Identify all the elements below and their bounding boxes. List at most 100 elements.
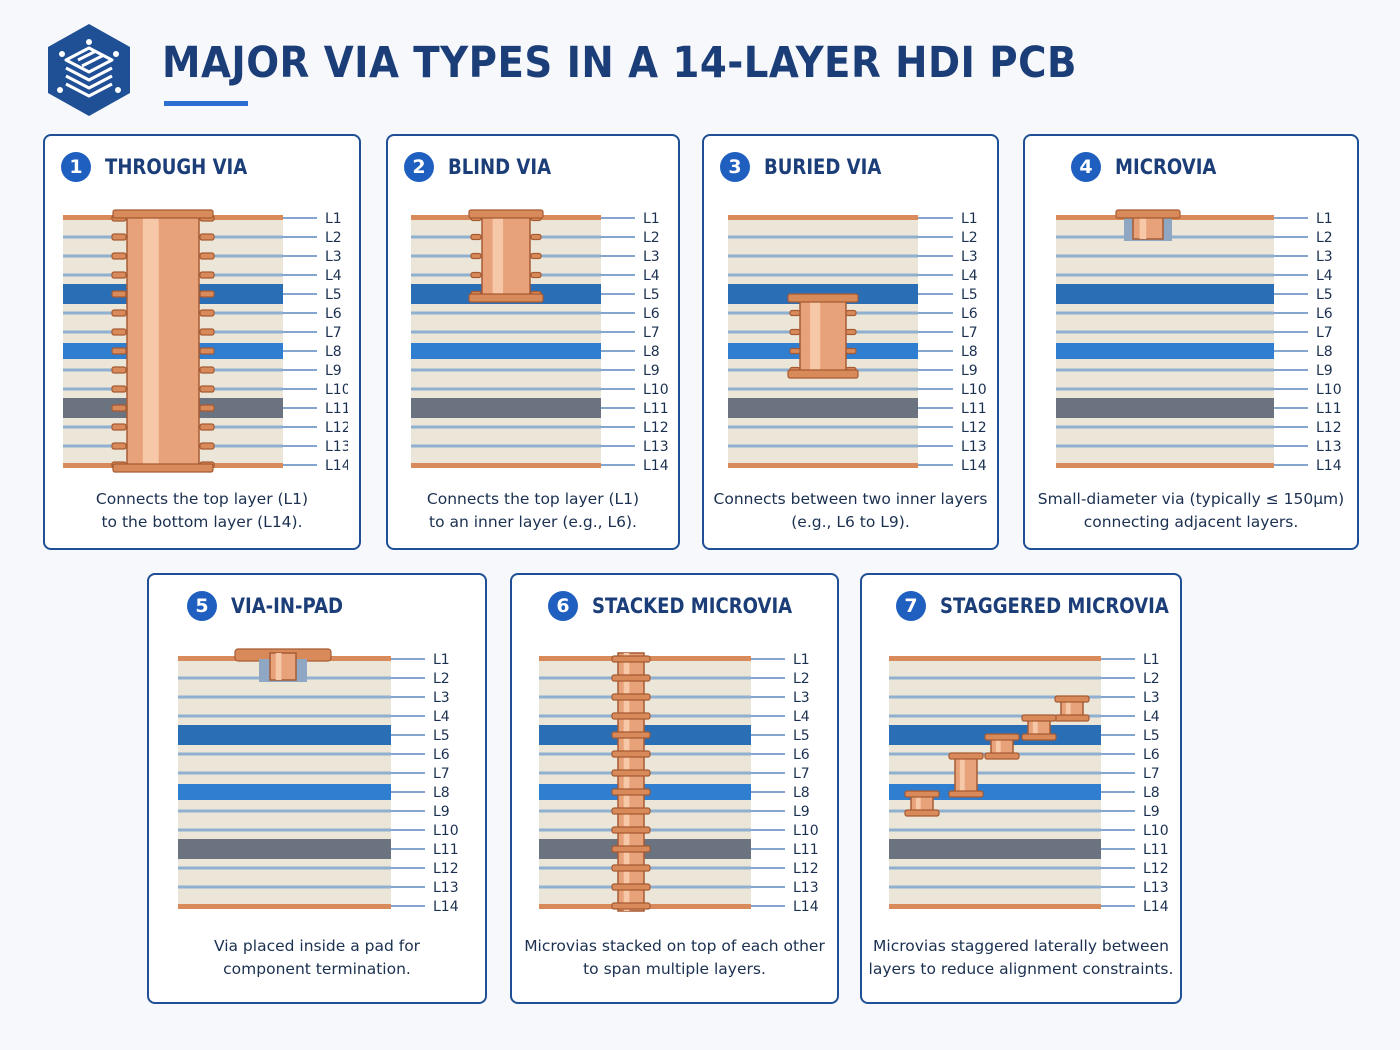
- layer-label: L3: [643, 249, 660, 265]
- layer-label: L12: [1316, 420, 1342, 436]
- layer-label: L1: [1143, 652, 1160, 668]
- layer-label: L3: [433, 690, 450, 706]
- staggered-microvia-pad: [984, 752, 1020, 760]
- description-line: Microvias staggered laterally between: [873, 937, 1169, 955]
- description-line: Small-diameter via (typically ≤ 150µm): [1037, 490, 1345, 508]
- inner-layer-line: [411, 444, 601, 448]
- annular-ring: [111, 290, 127, 298]
- inner-layer-line: [1056, 368, 1274, 372]
- layer-label: L9: [643, 363, 660, 379]
- description-line: Connects the top layer (L1): [426, 490, 640, 508]
- layer-label: L9: [1316, 363, 1333, 379]
- description-line: to span multiple layers.: [583, 960, 766, 978]
- signal-plane-L5: [178, 725, 391, 745]
- inner-layer-line: [1056, 311, 1274, 315]
- dielectric-stack: [178, 659, 391, 907]
- card-title: VIA-IN-PAD: [231, 594, 344, 618]
- card-microvia: 4 MICROVIA L1 L2 L3 L4 L5 L6 L7 L8 L9 L10 L11 L12 L1…: [1023, 134, 1359, 550]
- layer-label: L1: [433, 652, 450, 668]
- layer-label: L8: [1143, 785, 1160, 801]
- layer-label: L12: [1143, 861, 1169, 877]
- stacked-microvia-column: [617, 652, 645, 912]
- stacked-microvia-pad: [611, 712, 651, 720]
- staggered-microvia-pad: [1054, 695, 1090, 703]
- inner-layer-line: [889, 809, 1101, 813]
- card-title: BURIED VIA: [764, 155, 882, 179]
- top-pad: [468, 209, 544, 219]
- layer-label: L13: [325, 439, 348, 455]
- signal-plane-L8: [411, 343, 601, 359]
- top-pad: [1115, 209, 1181, 219]
- layer-label: L11: [793, 842, 819, 858]
- layer-label: L13: [433, 880, 459, 896]
- layer-label: L4: [643, 268, 660, 284]
- layer-label: L9: [1143, 804, 1160, 820]
- annular-ring: [111, 423, 127, 431]
- layer-label: L14: [433, 899, 459, 915]
- stacked-microvia-pad: [611, 731, 651, 739]
- layer-label: L2: [325, 230, 342, 246]
- layer-label: L5: [325, 287, 342, 303]
- layer-label: L8: [325, 344, 342, 360]
- signal-plane-L8: [1056, 343, 1274, 359]
- layer-label: L3: [961, 249, 978, 265]
- inner-layer-line: [411, 387, 601, 391]
- staggered-microvia-diagram: L1 L2 L3 L4 L5 L6 L7 L8 L9 L10 L11 L12 L13 L14: [889, 652, 1169, 915]
- card-description: Small-diameter via (typically ≤ 150µm) c…: [1025, 488, 1357, 534]
- step-number-badge: 4: [1071, 152, 1101, 182]
- signal-plane-L5: [1056, 284, 1274, 304]
- inner-layer-line: [1056, 444, 1274, 448]
- via-highlight: [1032, 718, 1038, 737]
- inner-layer-line: [178, 828, 391, 832]
- card-title: STACKED MICROVIA: [592, 594, 793, 618]
- layer-label: L8: [433, 785, 450, 801]
- layer-label: L5: [433, 728, 450, 744]
- annular-ring: [789, 328, 801, 336]
- card-via-in-pad: 5 VIA-IN-PAD L1 L2 L3 L4 L5 L6 L7 L8 L9 L10 L11 L12…: [147, 573, 487, 1004]
- layer-label: L7: [325, 325, 342, 341]
- inner-layer-line: [178, 714, 391, 718]
- page-title: MAJOR VIA TYPES IN A 14-LAYER HDI PCB: [162, 38, 1077, 88]
- microvia-barrel: [1132, 214, 1164, 240]
- stacked-microvia-pad: [611, 788, 651, 796]
- card-description: Connects the top layer (L1) to an inner …: [388, 488, 678, 534]
- card-title: BLIND VIA: [448, 155, 552, 179]
- annular-ring: [111, 385, 127, 393]
- layer-label: L9: [793, 804, 810, 820]
- card-staggered-microvia: 7 STAGGERED MICROVIA L1 L2 L3 L4 L5 L6 L7 L8 L9 L…: [860, 573, 1182, 1004]
- layer-label: L2: [961, 230, 978, 246]
- description-line: Connects the top layer (L1): [95, 490, 309, 508]
- staggered-microvia-pad: [904, 809, 940, 817]
- layer-label: L4: [433, 709, 450, 725]
- bottom-copper: [728, 463, 918, 468]
- description-line: component termination.: [223, 960, 411, 978]
- inner-layer-line: [1056, 273, 1274, 277]
- layer-label: L10: [433, 823, 459, 839]
- description-line: layers to reduce alignment constraints.: [868, 960, 1174, 978]
- stacked-microvia-pad: [611, 845, 651, 853]
- inner-layer-line: [889, 676, 1101, 680]
- ground-plane-L11: [728, 398, 918, 418]
- layer-label: L7: [793, 766, 810, 782]
- description-line: connecting adjacent layers.: [1083, 513, 1299, 531]
- card-stacked-microvia: 6 STACKED MICROVIA L1 L2 L3 L4 L5 L6 L7 L8 L9 L10…: [510, 573, 839, 1004]
- layer-label: L2: [643, 230, 660, 246]
- layer-label: L11: [1143, 842, 1169, 858]
- inner-layer-line: [889, 771, 1101, 775]
- staggered-microvia-pad: [1021, 733, 1057, 741]
- bottom-copper: [178, 904, 391, 909]
- step-number-badge: 1: [61, 152, 91, 182]
- stacked-microvia-pad: [611, 864, 651, 872]
- layer-label: L11: [1316, 401, 1342, 417]
- layer-label: L7: [1316, 325, 1333, 341]
- stacked-microvia-pad: [611, 693, 651, 701]
- layer-label: L5: [793, 728, 810, 744]
- layer-label: L13: [1316, 439, 1342, 455]
- bottom-copper: [411, 463, 601, 468]
- layer-label: L6: [793, 747, 810, 763]
- layer-label: L8: [793, 785, 810, 801]
- annular-ring: [111, 233, 127, 241]
- layer-label: L8: [961, 344, 978, 360]
- layer-label: L10: [793, 823, 819, 839]
- inner-layer-line: [178, 771, 391, 775]
